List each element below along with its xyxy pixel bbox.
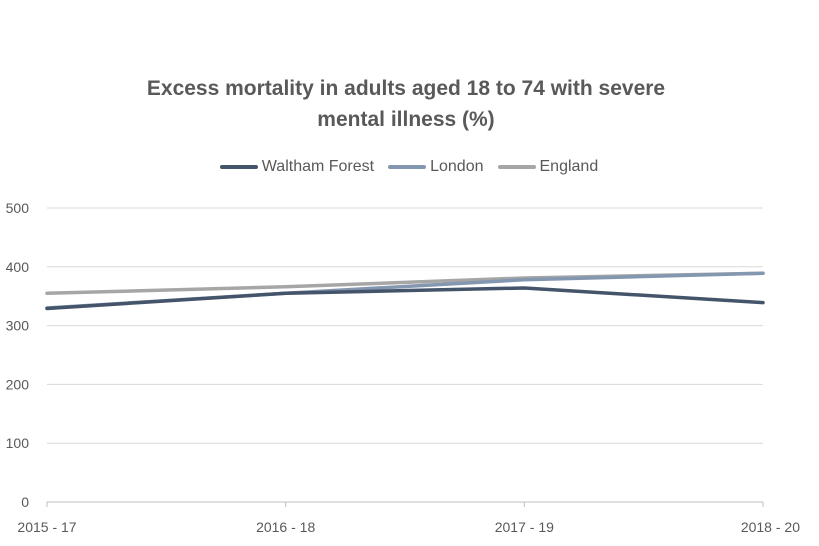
legend-swatch-london (388, 165, 427, 169)
y-tick-label-500: 500 (6, 200, 30, 216)
x-tick-label-2: 2017 - 19 (495, 519, 554, 535)
chart-title-line-1: Excess mortality in adults aged 18 to 74… (146, 77, 666, 100)
chart-title: Excess mortality in adults aged 18 to 74… (0, 73, 812, 135)
legend-item-london: London (388, 158, 484, 176)
y-tick-label-300: 300 (6, 318, 30, 334)
series-line-waltham-forest (45, 286, 765, 311)
legend-item-england: England (497, 158, 599, 176)
chart-title-line-2: mental illness (%) (317, 108, 495, 131)
chart-legend: Waltham Forest London England (0, 158, 818, 176)
x-tick-label-0: 2015 - 17 (17, 519, 76, 535)
legend-swatch-england (497, 165, 536, 169)
axis-ticks: 0 100 200 300 400 500 2015 - 17 2016 - 18 2017 -… (6, 200, 801, 535)
legend-item-waltham-forest: Waltham Forest (219, 158, 375, 176)
y-tick-label-0: 0 (21, 494, 29, 510)
legend-label-england: England (539, 158, 599, 175)
legend-swatch-waltham-forest (219, 165, 258, 169)
y-tick-label-400: 400 (6, 259, 30, 275)
y-tick-label-100: 100 (6, 435, 30, 451)
legend-label-waltham-forest: Waltham Forest (261, 158, 375, 175)
x-tick-label-1: 2016 - 18 (256, 519, 315, 535)
x-tick-label-3: 2018 - 20 (741, 519, 800, 535)
gridlines (47, 207, 763, 503)
legend-label-london: London (430, 158, 484, 175)
y-tick-label-200: 200 (6, 376, 30, 392)
series-lines (45, 271, 765, 311)
